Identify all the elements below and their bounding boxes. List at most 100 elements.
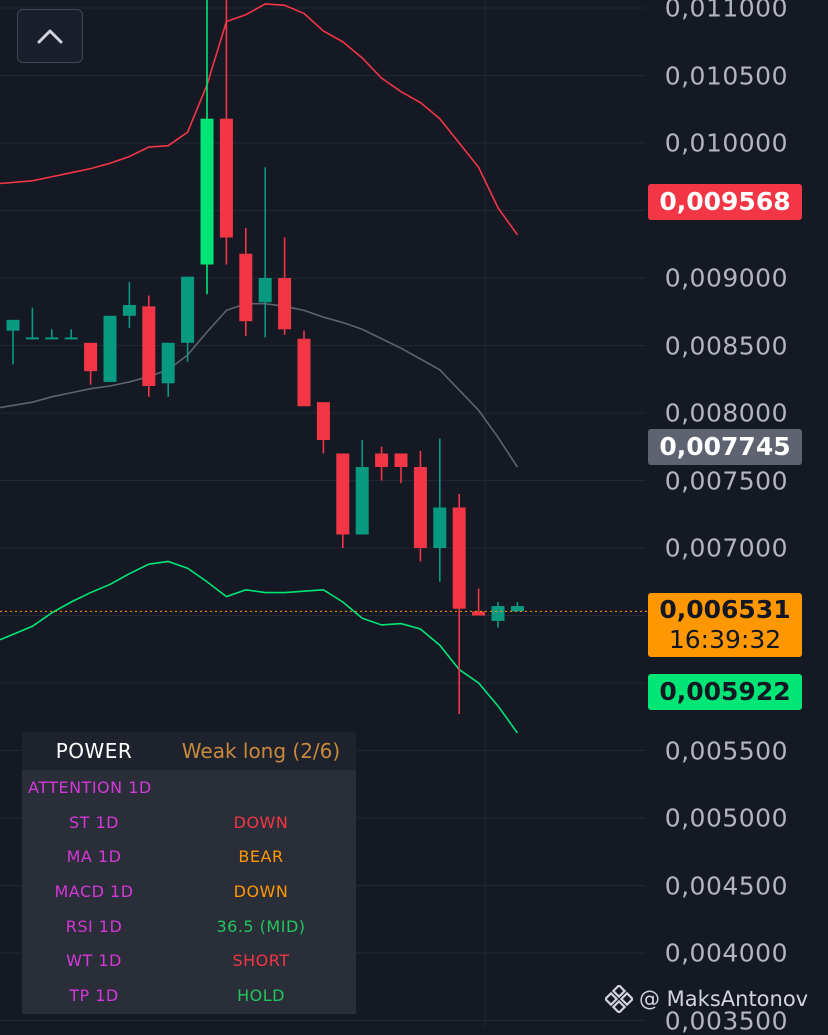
last-price-tag: 0,006531 16:39:32 [648,593,802,657]
power-row-label: WT 1D [66,951,122,971]
candle [84,342,98,385]
watermark: @ MaksAntonov [605,985,808,1013]
candle [394,453,408,484]
candle-body [64,337,78,340]
candle [375,446,389,481]
candle-body [219,118,233,238]
price-axis-label: 0,008500 [664,331,788,360]
candle-body [510,606,524,612]
upper-band-price-tag: 0,009568 [648,184,802,220]
power-row: ST 1D DOWN [22,805,356,840]
candle-body [375,453,389,467]
candle-body [181,276,195,343]
attention-row: ATTENTION 1D [22,770,356,805]
price-axis-label: 0,007500 [664,466,788,495]
candle [336,453,350,548]
power-row-value: DOWN [233,812,289,832]
candle [6,319,20,365]
power-indicator-table: POWER Weak long (2/6) ATTENTION 1D ST 1D… [22,732,356,1014]
candle-body [491,606,505,621]
candle-body [122,305,136,316]
upper-band-line [0,3,519,236]
candlesticks [6,0,524,715]
candle [316,402,330,454]
candle-body [336,453,350,535]
candle-body [413,467,427,548]
candle [64,329,78,340]
attention-label: ATTENTION 1D [28,777,152,797]
price-axis-label: 0,010000 [664,128,788,158]
power-row: RSI 1D 36.5 (MID) [22,909,356,944]
candle [142,295,156,397]
power-summary: Weak long (2/6) [181,739,341,763]
candle-body [355,467,369,535]
candle-body [297,338,311,407]
candle [491,602,505,628]
power-table-header: POWER Weak long (2/6) [22,732,356,770]
candle-body [200,118,214,265]
chevron-up-icon [37,29,63,44]
candle [122,282,136,328]
candle [510,602,524,612]
power-row-value: DOWN [233,881,289,901]
candle [258,167,272,338]
power-row: MACD 1D DOWN [22,874,356,909]
candle [278,237,292,335]
power-row: WT 1D SHORT [22,943,356,978]
mid-band-price-tag: 0,007745 [648,429,802,465]
candle [25,307,39,340]
candle-body [258,278,272,303]
candle [239,228,253,337]
candle-body [433,507,447,548]
candle [355,440,369,535]
candle-countdown: 16:39:32 [668,625,782,654]
candle-body [394,453,408,467]
power-row-value: BEAR [238,847,284,867]
candle [472,588,486,616]
candle-body [452,507,466,609]
price-axis-label: 0,005500 [664,736,788,765]
power-row-label: TP 1D [69,985,119,1005]
candle [219,0,233,265]
watermark-text: @ MaksAntonov [639,987,809,1011]
candle [413,450,427,562]
candle-body [316,402,330,440]
price-axis-label: 0,011000 [664,0,788,23]
candle-body [278,278,292,330]
candle [103,315,117,382]
price-axis-label: 0,004000 [664,938,788,968]
power-row: MA 1D BEAR [22,839,356,874]
bollinger-bands [0,3,519,734]
power-row-label: RSI 1D [65,916,123,936]
power-title: POWER [55,739,133,763]
candle [161,342,175,397]
price-axis-label: 0,004500 [664,871,788,900]
price-axis-label: 0,010500 [664,61,788,90]
power-row-value: 36.5 (MID) [216,916,306,936]
candle [433,438,447,582]
candle-body [472,611,486,616]
candle [181,276,195,362]
candle-body [239,253,253,322]
binance-logo-icon [605,985,633,1013]
candle [200,0,214,295]
candle-body [84,342,98,372]
power-row-value: HOLD [237,985,285,1005]
price-axis-label: 0,008000 [664,398,788,428]
price-axis-label: 0,005000 [664,803,788,833]
last-price-value: 0,006531 [659,595,791,624]
candle [452,494,466,715]
candle-body [6,319,20,331]
candle-body [25,337,39,340]
lower-band-price-tag: 0,005922 [648,674,802,710]
candle-body [161,342,175,384]
price-axis-label: 0,007000 [664,533,788,563]
power-row-label: MACD 1D [54,881,134,901]
collapse-button[interactable] [17,9,83,63]
price-axis-label: 0,009000 [664,263,788,293]
candle-body [103,315,117,382]
candle-body [45,337,59,340]
candle-body [142,306,156,386]
candle [45,329,59,340]
